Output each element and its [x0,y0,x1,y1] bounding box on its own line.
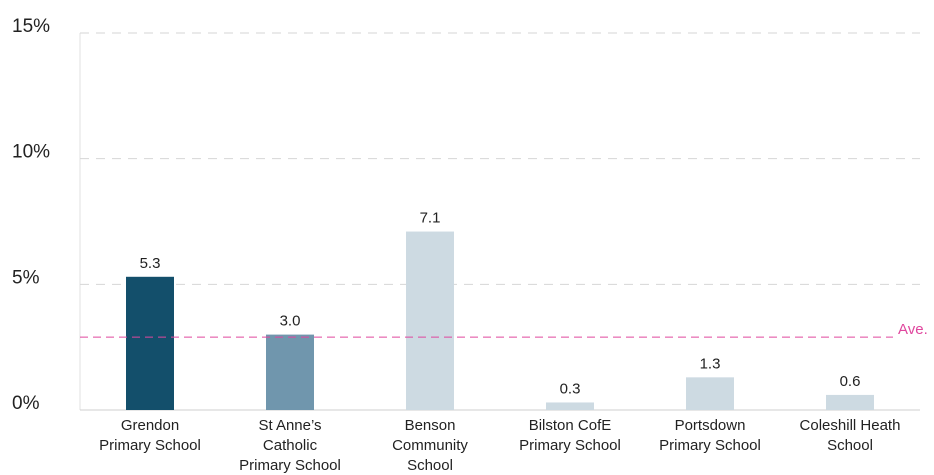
y-tick-label: 0% [12,393,40,414]
value-label: 3.0 [280,313,301,330]
bar [406,231,454,410]
value-label: 0.3 [560,380,581,397]
bar [546,402,594,410]
x-tick-label: Benson [405,417,456,434]
y-tick-label: 10% [12,142,50,163]
x-tick-label: Primary School [519,437,621,454]
bar [686,377,734,410]
value-label: 1.3 [700,355,721,372]
x-tick-label: Grendon [121,417,179,434]
x-tick-label: School [827,437,873,454]
x-tick-label: St Anne’s [258,417,321,434]
average-label: Ave. [898,321,928,338]
y-tick-label: 5% [12,267,40,288]
x-tick-label: Primary School [239,457,341,474]
bar [826,394,874,410]
x-tick-label: Coleshill Heath [800,417,901,434]
x-tick-label: Community [392,437,468,454]
x-tick-label: Catholic [263,437,318,454]
x-tick-label: Bilston CofE [529,417,612,434]
bar [266,334,314,410]
bar [126,276,174,410]
y-tick-label: 15% [12,16,50,37]
x-tick-label: School [407,457,453,474]
value-label: 5.3 [140,255,161,272]
value-label: 7.1 [420,210,441,227]
x-tick-label: Primary School [99,437,201,454]
x-tick-label: Primary School [659,437,761,454]
x-tick-label: Portsdown [675,417,746,434]
value-label: 0.6 [840,373,861,390]
